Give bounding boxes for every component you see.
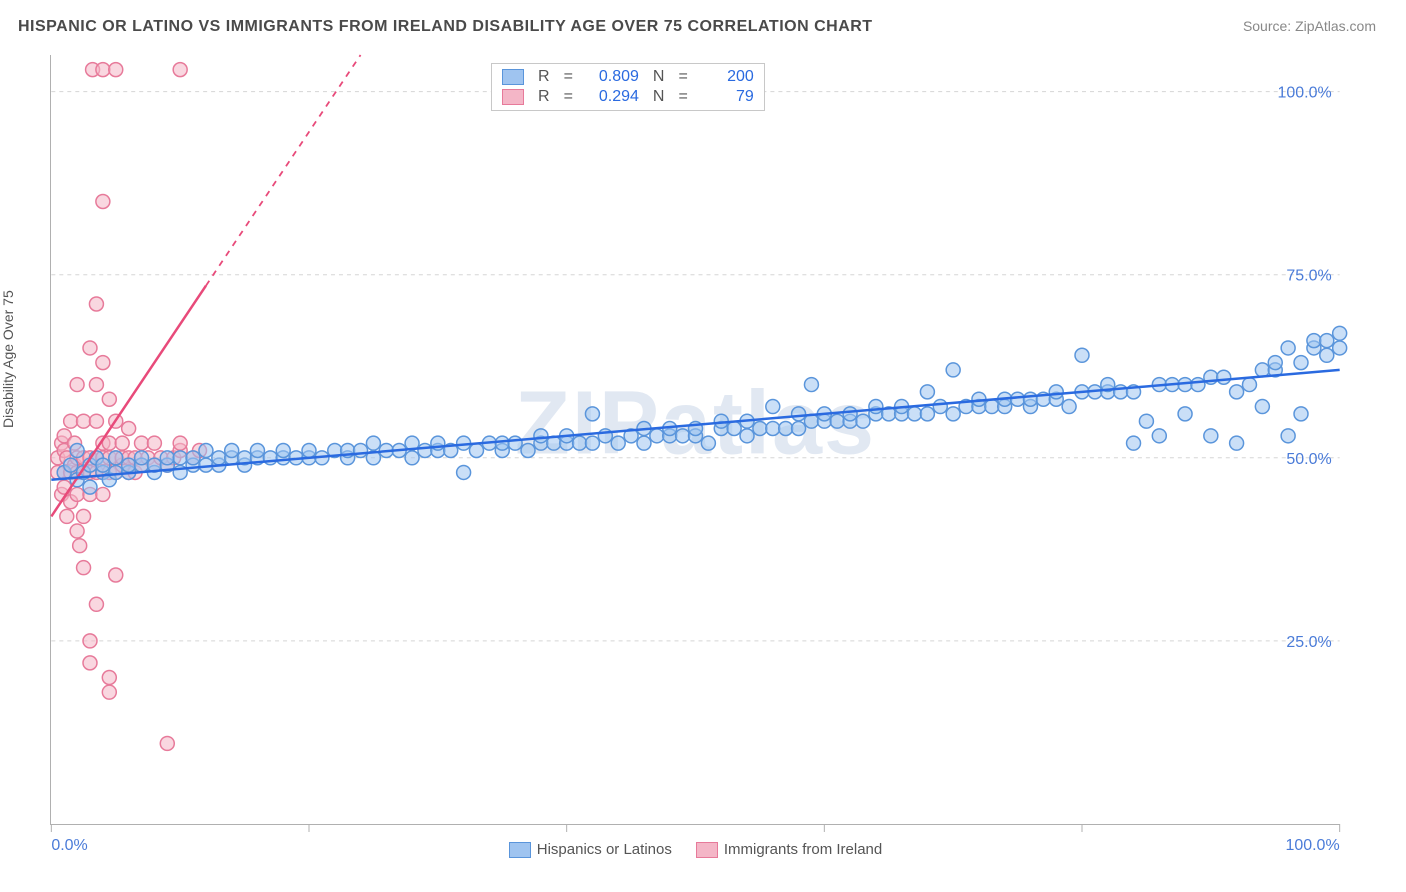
chart-title: HISPANIC OR LATINO VS IMMIGRANTS FROM IR… <box>18 18 873 36</box>
swatch-blue <box>502 69 524 85</box>
legend-item-blue: Hispanics or Latinos <box>509 841 672 858</box>
stats-row-pink: R = 0.294 N = 79 <box>502 88 754 106</box>
n-value-blue: 200 <box>698 68 754 86</box>
svg-text:50.0%: 50.0% <box>1286 451 1331 468</box>
plot-area: ZIPatlas 25.0%50.0%75.0%100.0%0.0%100.0%… <box>50 55 1340 825</box>
swatch-blue-icon <box>509 842 531 858</box>
r-value-pink: 0.294 <box>583 88 639 106</box>
y-axis-label: Disability Age Over 75 <box>0 290 16 428</box>
svg-text:100.0%: 100.0% <box>1278 85 1332 102</box>
svg-text:25.0%: 25.0% <box>1286 634 1331 651</box>
n-value-pink: 79 <box>698 88 754 106</box>
chart-container: ZIPatlas 25.0%50.0%75.0%100.0%0.0%100.0%… <box>50 55 1370 825</box>
n-label: N <box>653 68 665 86</box>
bottom-legend: Hispanics or Latinos Immigrants from Ire… <box>51 841 1340 858</box>
stats-legend: R = 0.809 N = 200 R = 0.294 N = 79 <box>491 63 765 111</box>
source-label: Source: ZipAtlas.com <box>1243 18 1376 34</box>
r-label: R <box>538 68 550 86</box>
r-value-blue: 0.809 <box>583 68 639 86</box>
stats-row-blue: R = 0.809 N = 200 <box>502 68 754 86</box>
swatch-pink <box>502 89 524 105</box>
legend-label-blue: Hispanics or Latinos <box>537 841 672 858</box>
legend-item-pink: Immigrants from Ireland <box>696 841 882 858</box>
chart-header: HISPANIC OR LATINO VS IMMIGRANTS FROM IR… <box>0 0 1406 46</box>
plot-svg: 25.0%50.0%75.0%100.0%0.0%100.0% <box>51 55 1340 824</box>
legend-label-pink: Immigrants from Ireland <box>724 841 882 858</box>
svg-text:75.0%: 75.0% <box>1286 268 1331 285</box>
swatch-pink-icon <box>696 842 718 858</box>
